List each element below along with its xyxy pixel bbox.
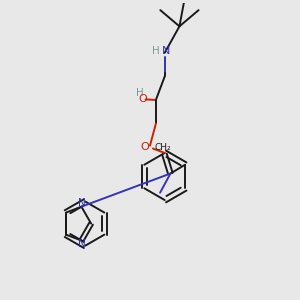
Text: CH₂: CH₂ [155,143,171,152]
Text: N: N [162,46,170,56]
Text: H: H [136,88,144,98]
Text: N: N [78,239,86,249]
Text: O: O [140,142,149,152]
Text: N: N [78,198,86,208]
Text: H: H [152,46,160,56]
Text: O: O [138,94,147,104]
